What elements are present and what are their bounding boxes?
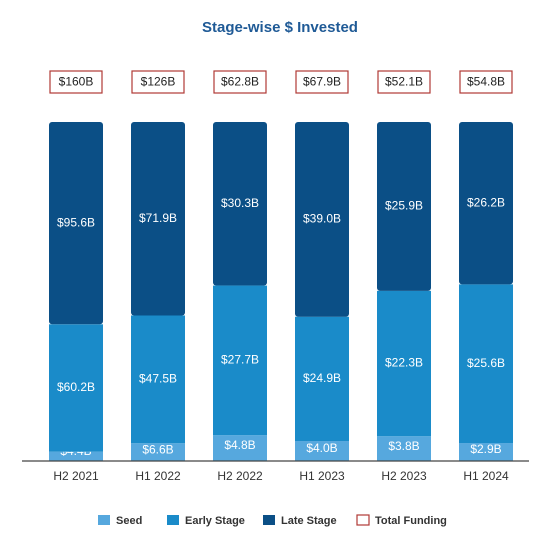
bar-segment xyxy=(295,122,349,317)
data-label: $95.6B xyxy=(57,215,95,229)
total-box xyxy=(295,70,349,94)
total-box xyxy=(213,70,267,94)
x-tick-label: H1 2024 xyxy=(463,469,509,483)
total-label: $52.1B xyxy=(385,75,423,89)
data-label: $6.6B xyxy=(142,442,173,456)
total-label: $126B xyxy=(141,75,176,89)
x-tick-label: H2 2023 xyxy=(381,469,427,483)
total-label: $62.8B xyxy=(221,75,259,89)
total-label: $54.8B xyxy=(467,75,505,89)
data-label: $25.6B xyxy=(467,356,505,370)
bar-segment xyxy=(213,435,267,461)
legend-swatch xyxy=(98,515,110,525)
bar-segment xyxy=(295,441,349,461)
bar-segment xyxy=(49,324,103,452)
total-box xyxy=(131,70,185,94)
data-label: $4.8B xyxy=(224,438,255,452)
x-tick-label: H2 2022 xyxy=(217,469,263,483)
x-tick-label: H2 2021 xyxy=(53,469,99,483)
data-label: $25.9B xyxy=(385,199,423,213)
bar-segment xyxy=(213,122,267,286)
data-label: $30.3B xyxy=(221,196,259,210)
bar-segment xyxy=(49,451,103,461)
bar-segment xyxy=(459,122,513,285)
legend-swatch xyxy=(356,514,370,526)
data-label: $60.2B xyxy=(57,380,95,394)
bar-segment xyxy=(131,443,185,461)
total-label: $67.9B xyxy=(303,75,341,89)
legend-label: Late Stage xyxy=(281,515,337,527)
data-label: $22.3B xyxy=(385,356,423,370)
total-label: $160B xyxy=(59,75,94,89)
legend-swatch xyxy=(167,515,179,525)
bar-segment xyxy=(459,443,513,461)
bar-segment xyxy=(377,290,431,437)
data-label: $2.9B xyxy=(470,442,501,456)
total-box xyxy=(49,70,103,94)
bar-segment xyxy=(213,285,267,436)
total-box xyxy=(459,70,513,94)
data-label: $24.9B xyxy=(303,371,341,385)
bar-segment xyxy=(377,122,431,291)
data-label: $3.8B xyxy=(388,439,419,453)
bar-segment xyxy=(131,315,185,444)
legend-swatch xyxy=(263,515,275,525)
bar-segment xyxy=(295,316,349,442)
legend-label: Seed xyxy=(116,515,142,527)
total-box xyxy=(377,70,431,94)
bar-segment xyxy=(49,122,103,325)
data-label: $47.5B xyxy=(139,372,177,386)
legend-label: Total Funding xyxy=(375,515,447,527)
data-label: $27.7B xyxy=(221,352,259,366)
bar-segment xyxy=(131,122,185,316)
bar-segment xyxy=(377,436,431,461)
data-label: $71.9B xyxy=(139,211,177,225)
legend-label: Early Stage xyxy=(185,515,245,527)
data-label: $4.0B xyxy=(306,441,337,455)
x-tick-label: H1 2023 xyxy=(299,469,345,483)
chart-title: Stage-wise $ Invested xyxy=(202,19,358,36)
data-label: $39.0B xyxy=(303,212,341,226)
data-label: $26.2B xyxy=(467,195,505,209)
x-tick-label: H1 2022 xyxy=(135,469,181,483)
bar-segment xyxy=(459,284,513,444)
